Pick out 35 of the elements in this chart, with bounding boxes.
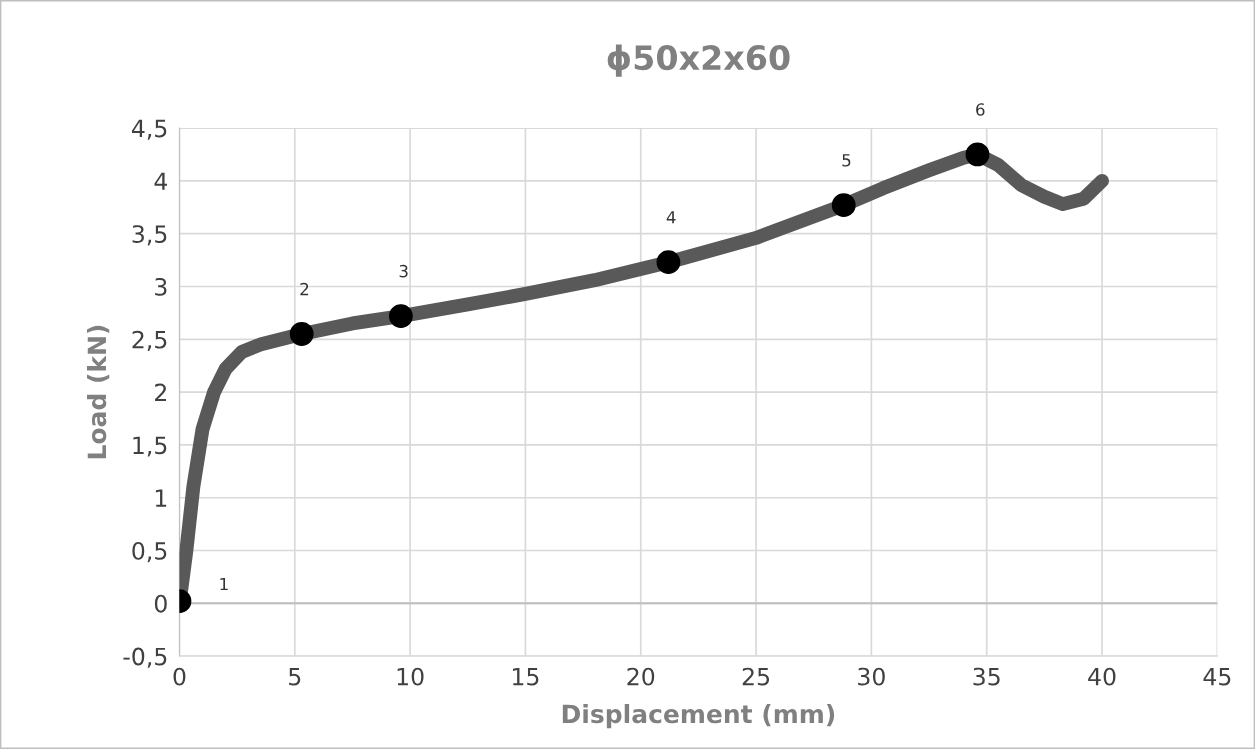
y-tick-label: 0,5 (132, 541, 167, 563)
y-tick-label: 4 (154, 172, 168, 190)
annotation: 2 (300, 282, 309, 296)
annotation: 1 (220, 577, 228, 591)
y-tick-label: 1 (155, 489, 167, 507)
x-tick-label: 5 (289, 667, 301, 686)
x-tick-label: 30 (858, 667, 885, 686)
chart-title: ϕ50x2x60 (607, 44, 790, 77)
annotation: 5 (842, 154, 851, 167)
y-axis-title: Load (kN) (86, 325, 110, 459)
annotation: 6 (976, 103, 985, 116)
x-tick-label: 40 (1088, 667, 1116, 686)
y-tick-label: 1,5 (133, 436, 167, 457)
y-tick-label: 4,5 (131, 119, 167, 140)
x-tick-label: 35 (973, 667, 1000, 686)
point (289, 322, 314, 346)
point (388, 304, 413, 328)
point (831, 193, 856, 218)
y-tick-label: 3 (155, 277, 167, 296)
annotation: 3 (399, 264, 408, 278)
x-tick-label: 45 (1203, 667, 1231, 686)
annotation: 4 (666, 211, 676, 224)
point (965, 142, 990, 167)
x-tick-label: 20 (627, 667, 655, 686)
y-tick-label: 2 (155, 383, 166, 402)
y-tick-label: 2,5 (132, 330, 167, 352)
point (656, 250, 681, 275)
x-tick-label: 0 (173, 667, 186, 686)
x-tick-label: 25 (742, 667, 770, 686)
y-tick-label: 0 (154, 594, 167, 613)
x-axis-title: Displacement (mm) (562, 703, 835, 729)
y-tick-label: -0,5 (123, 647, 167, 668)
x-tick-label: 10 (397, 667, 424, 686)
y-tick-label: 3,5 (132, 225, 167, 246)
x-tick-label: 15 (513, 667, 539, 686)
